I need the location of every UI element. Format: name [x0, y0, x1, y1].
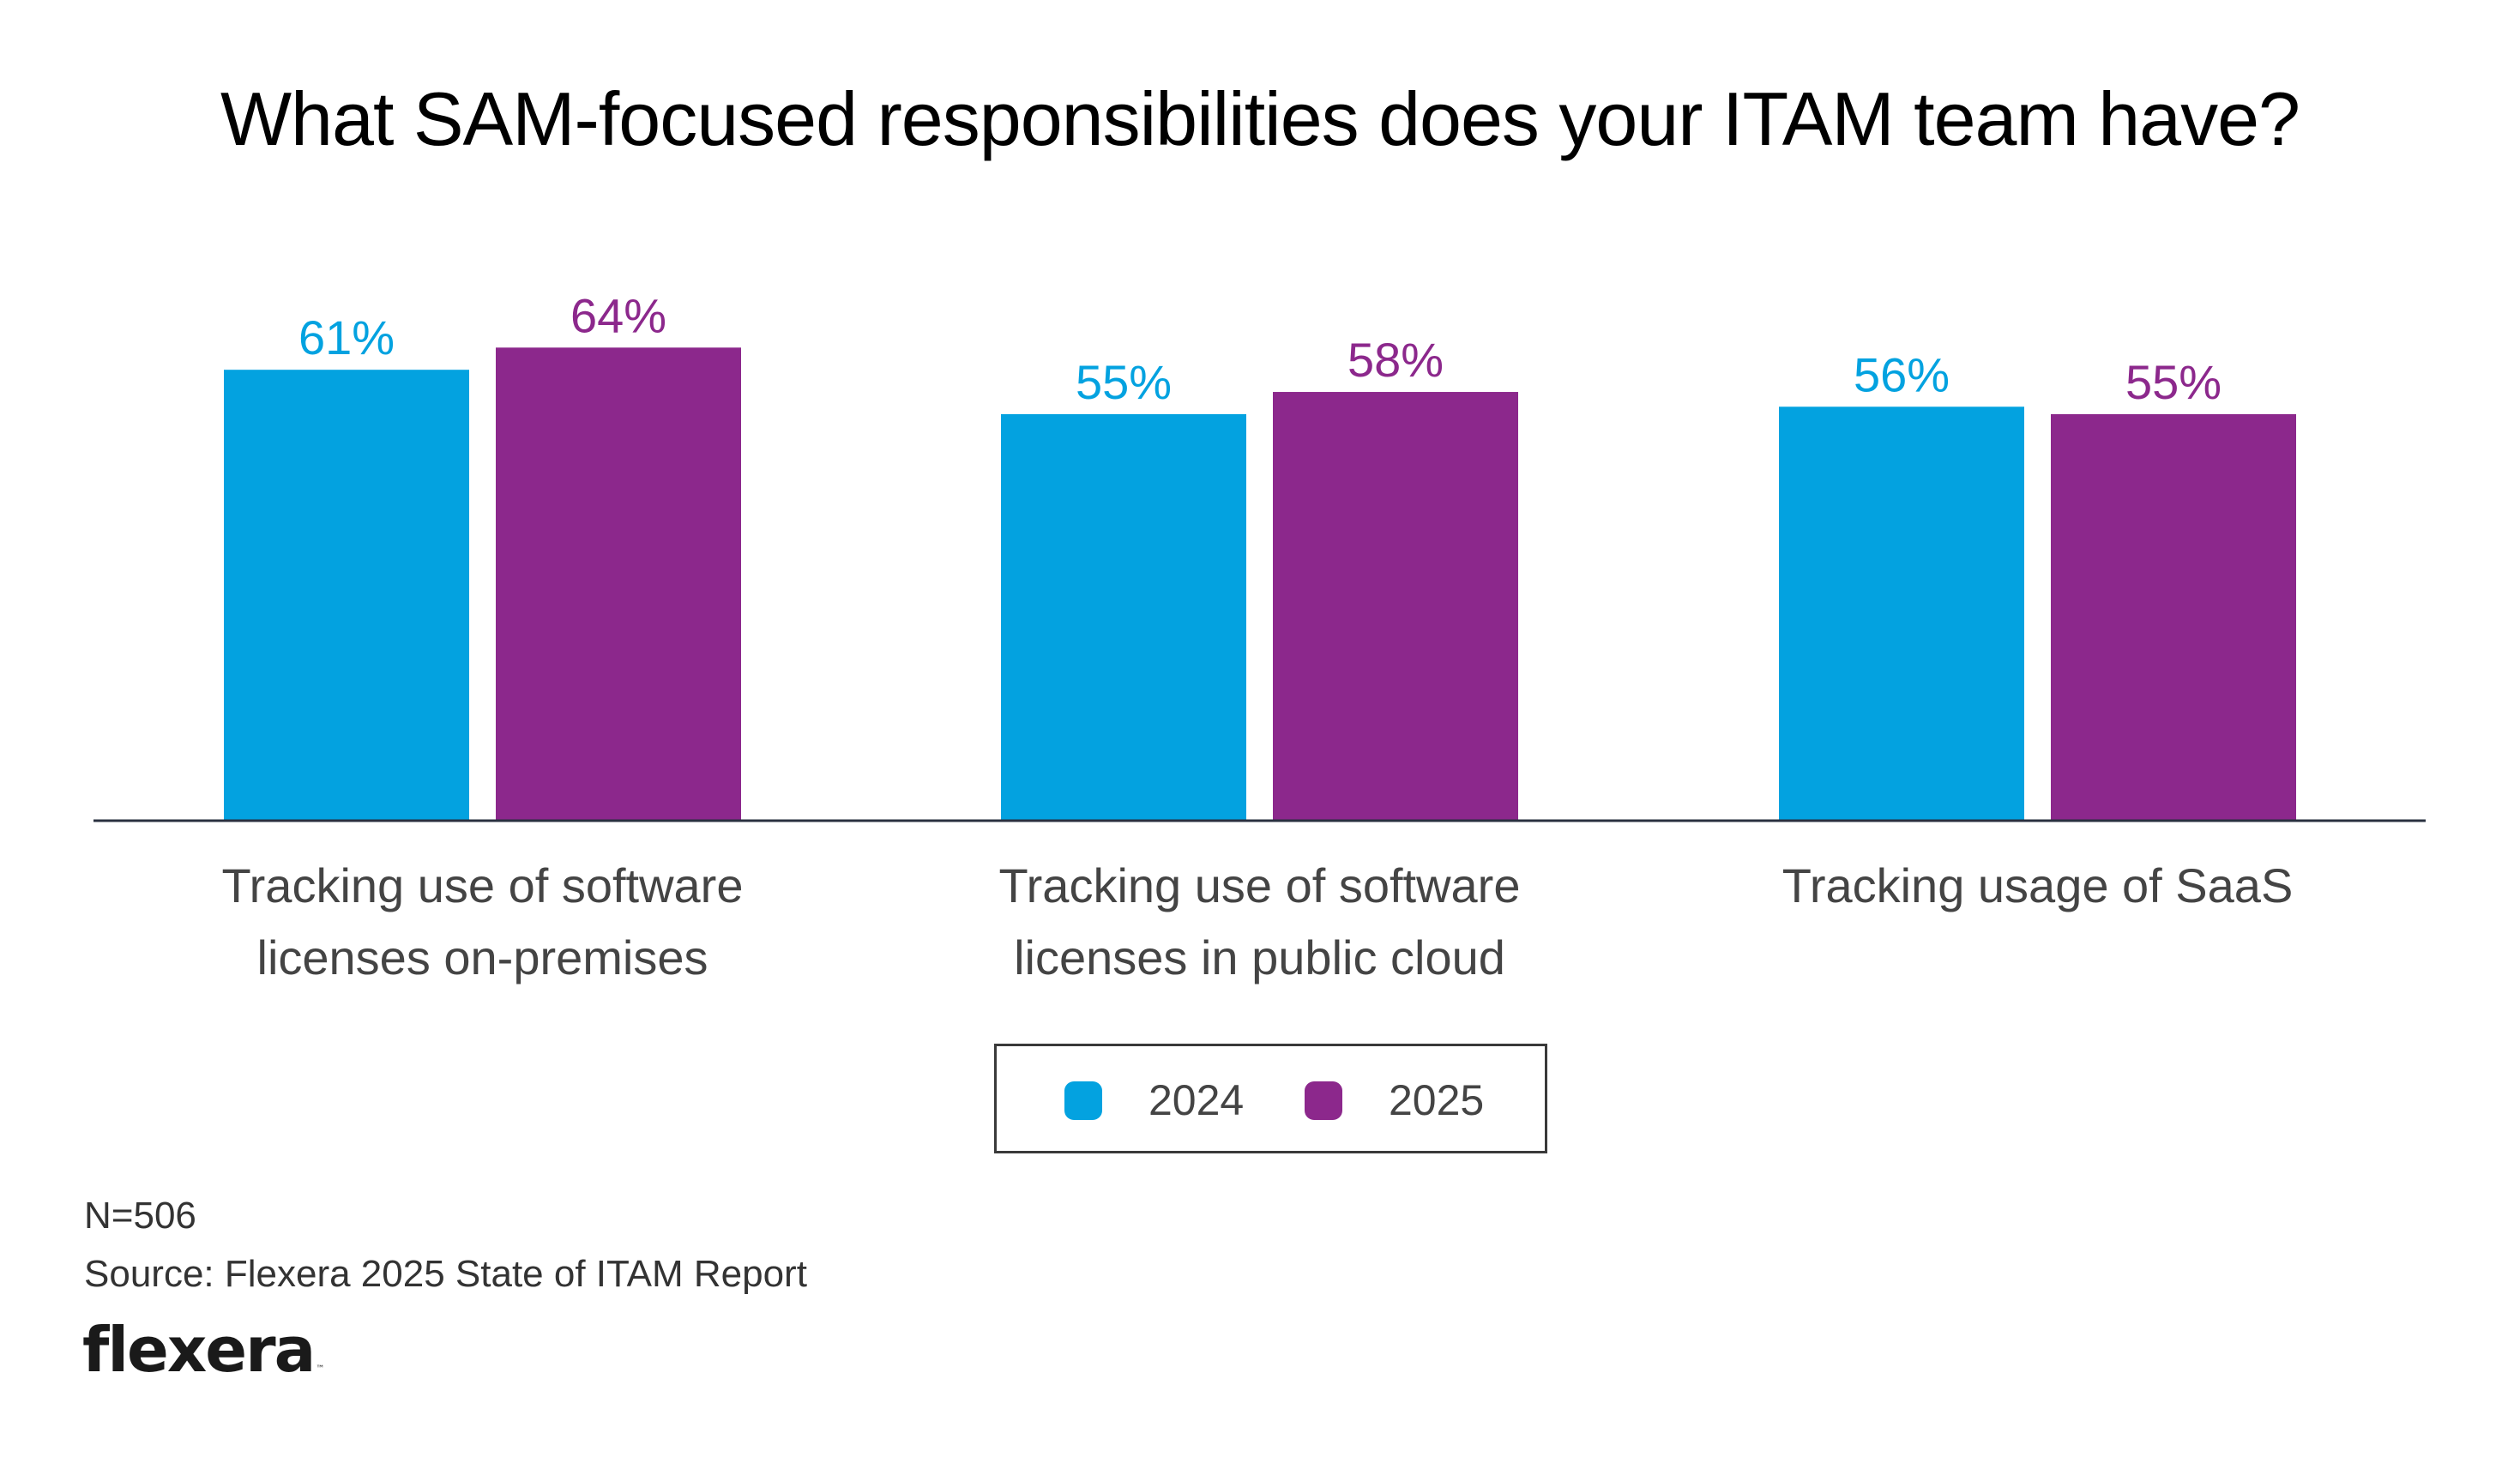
value-label-2024-cat-3: 56%: [1854, 347, 1950, 401]
legend-label-2025: 2025: [1389, 1076, 1485, 1124]
value-labels-layer: 61% 64% 55% 58% 56% 55%: [298, 288, 2222, 409]
value-label-2025-cat-2: 58%: [1347, 333, 1444, 387]
legend-swatch-2024: [1064, 1081, 1102, 1120]
category-label-1: Tracking use of software licenses on-pre…: [221, 858, 744, 984]
bar-2024-cat-2: [1001, 413, 1246, 821]
trademark-mark: ™: [316, 1364, 325, 1374]
chart-title: What SAM-focused responsibilities does y…: [220, 76, 2300, 161]
category-label-2: Tracking use of software licenses in pub…: [998, 858, 1521, 984]
value-label-2024-cat-1: 61%: [298, 310, 395, 364]
category-label-3: Tracking usage of SaaS: [1781, 858, 2294, 912]
bars-layer: [224, 347, 2296, 821]
bar-2024-cat-3: [1779, 406, 2024, 821]
bar-2025-cat-2: [1273, 392, 1518, 821]
legend-item-2024[interactable]: 2024: [1064, 1076, 1244, 1124]
value-label-2025-cat-3: 55%: [2125, 355, 2222, 409]
flexera-logo: flexera ™: [82, 1314, 324, 1386]
value-label-2025-cat-1: 64%: [570, 288, 666, 342]
source-note: Source: Flexera 2025 State of ITAM Repor…: [84, 1253, 807, 1295]
logo-text: flexera: [82, 1314, 316, 1386]
legend: 2024 2025: [994, 1044, 1547, 1153]
sample-size-note: N=506: [84, 1195, 196, 1237]
bar-2025-cat-3: [2051, 413, 2296, 821]
bar-2024-cat-1: [224, 370, 469, 821]
value-label-2024-cat-2: 55%: [1076, 355, 1172, 409]
legend-item-2025[interactable]: 2025: [1305, 1076, 1484, 1124]
legend-label-2024: 2024: [1148, 1076, 1245, 1124]
legend-swatch-2025: [1305, 1081, 1342, 1120]
bar-2025-cat-1: [496, 347, 741, 821]
